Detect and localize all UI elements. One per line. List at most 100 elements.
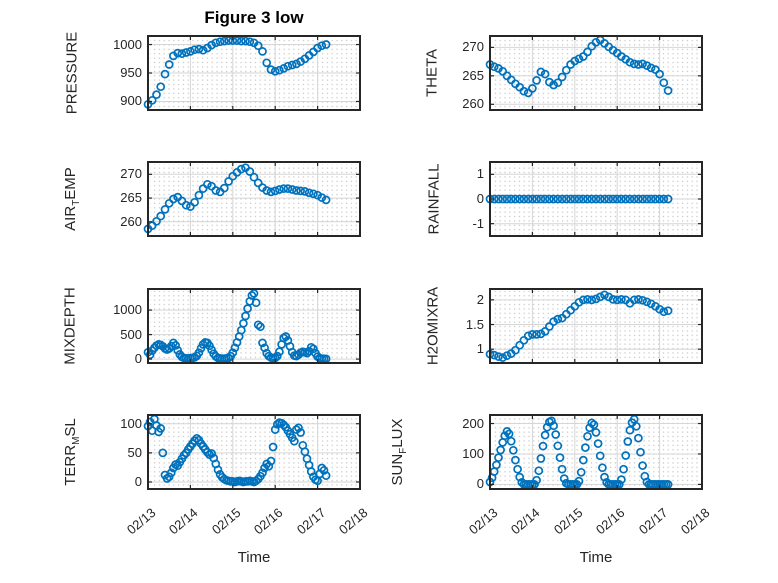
sun_flux-marker [540, 430, 550, 440]
air_temp-ytick-label: 265 [120, 190, 142, 206]
sun_flux-marker [634, 433, 643, 443]
air_temp-marker [236, 164, 246, 174]
sun_flux-marker [547, 416, 556, 426]
pressure-ytick-label: 950 [120, 65, 142, 80]
sun_flux-marker [636, 447, 645, 457]
sun_flux-marker [614, 480, 624, 489]
rainfall-marker [634, 194, 643, 204]
h2omixra-marker [574, 297, 584, 307]
air_temp-marker [287, 185, 297, 194]
terr_msl-marker [203, 447, 212, 457]
sun_flux-marker [511, 455, 520, 465]
sun_flux-marker [600, 472, 609, 482]
rainfall-ytick-label: 0 [476, 191, 484, 206]
terr_msl-marker [289, 436, 299, 446]
air_temp-marker [262, 186, 272, 195]
air_temp-marker [198, 184, 208, 193]
terr_msl-marker [258, 468, 267, 478]
subplot-air_temp [143, 161, 361, 237]
mixdepth-marker [224, 353, 233, 363]
sun_flux-marker [500, 431, 510, 441]
mixdepth-marker [243, 304, 252, 313]
pressure-marker [152, 90, 161, 99]
terr_msl-ytick-label: 0 [134, 474, 142, 489]
sun_flux-marker [598, 463, 607, 473]
pressure-marker [224, 36, 233, 45]
terr_msl-marker [296, 428, 305, 437]
mixdepth-marker [309, 344, 318, 354]
subplot-pressure [143, 35, 361, 111]
rainfall-marker [583, 194, 592, 204]
h2omixra-marker [553, 314, 563, 324]
rainfall-marker [545, 194, 554, 204]
rainfall-marker [617, 194, 626, 204]
rainfall-marker [591, 194, 601, 204]
theta-marker [659, 78, 669, 88]
pressure-marker [279, 64, 289, 73]
rainfall-marker [502, 194, 512, 204]
air_temp-marker [292, 186, 301, 195]
rainfall-marker [655, 194, 664, 204]
x-axis-label-left: Time [237, 549, 271, 566]
h2omixra-marker [532, 330, 541, 339]
pressure-marker [160, 69, 170, 79]
h2omixra-marker [591, 294, 601, 304]
h2omixra-marker [638, 295, 647, 305]
pressure-marker [241, 36, 250, 46]
h2omixra-marker [604, 292, 614, 302]
rainfall-marker [651, 194, 660, 204]
rainfall-marker [578, 194, 588, 204]
terr_msl-marker [251, 476, 261, 486]
terr_msl-marker [213, 465, 223, 475]
sun_flux-marker [621, 451, 631, 460]
mixdepth-ytick-label: 1000 [113, 302, 142, 318]
rainfall-marker [553, 194, 563, 204]
terr_msl-marker [192, 433, 202, 443]
theta-ytick-label: 265 [462, 67, 484, 83]
terr_msl-marker [266, 456, 276, 466]
rainfall-marker [604, 194, 614, 204]
pressure-marker [207, 40, 216, 50]
theta-ytick-label: 270 [462, 39, 484, 55]
air_temp-marker [177, 196, 187, 206]
h2omixra-marker [587, 295, 597, 305]
theta-marker [570, 56, 580, 66]
terr_msl-marker [279, 420, 289, 430]
h2omixra-marker [545, 322, 554, 331]
terr_msl-marker [207, 449, 216, 458]
rainfall-marker [519, 194, 529, 204]
pressure-marker [270, 66, 280, 76]
theta-marker [561, 65, 571, 75]
h2omixra-ytick-label: 1 [476, 341, 484, 357]
h2omixra-marker [608, 295, 618, 304]
h2omixra-marker [663, 306, 673, 316]
terr_msl-ytick-label: 50 [127, 444, 142, 460]
rainfall-marker [494, 194, 503, 204]
pressure-marker [219, 36, 229, 46]
rainfall-marker [570, 194, 580, 204]
air_temp-marker [309, 189, 318, 199]
air_temp-marker [270, 186, 280, 196]
rainfall-marker [587, 194, 597, 204]
subplot-mixdepth [143, 288, 361, 364]
sun_flux-marker [536, 454, 546, 463]
mixdepth-marker [253, 320, 263, 330]
air_temp-marker [266, 187, 276, 197]
sun_flux-ytick-label: 100 [462, 445, 484, 461]
sun_flux-marker [508, 445, 518, 455]
rainfall-marker [498, 194, 508, 204]
pressure-marker [181, 48, 191, 57]
air_temp-marker [211, 186, 221, 195]
terr_msl-marker [179, 450, 189, 460]
theta-marker [634, 60, 643, 69]
pressure-marker [194, 44, 204, 54]
theta-ytick-label: 260 [462, 96, 484, 112]
sun_flux-ylabel: SUNFLUX [389, 418, 409, 486]
theta-marker [553, 78, 563, 88]
sun_flux-marker [574, 476, 584, 486]
pressure-marker [198, 45, 208, 55]
rainfall-marker [557, 194, 567, 204]
sun_flux-marker [538, 441, 548, 451]
h2omixra-marker [523, 331, 533, 341]
